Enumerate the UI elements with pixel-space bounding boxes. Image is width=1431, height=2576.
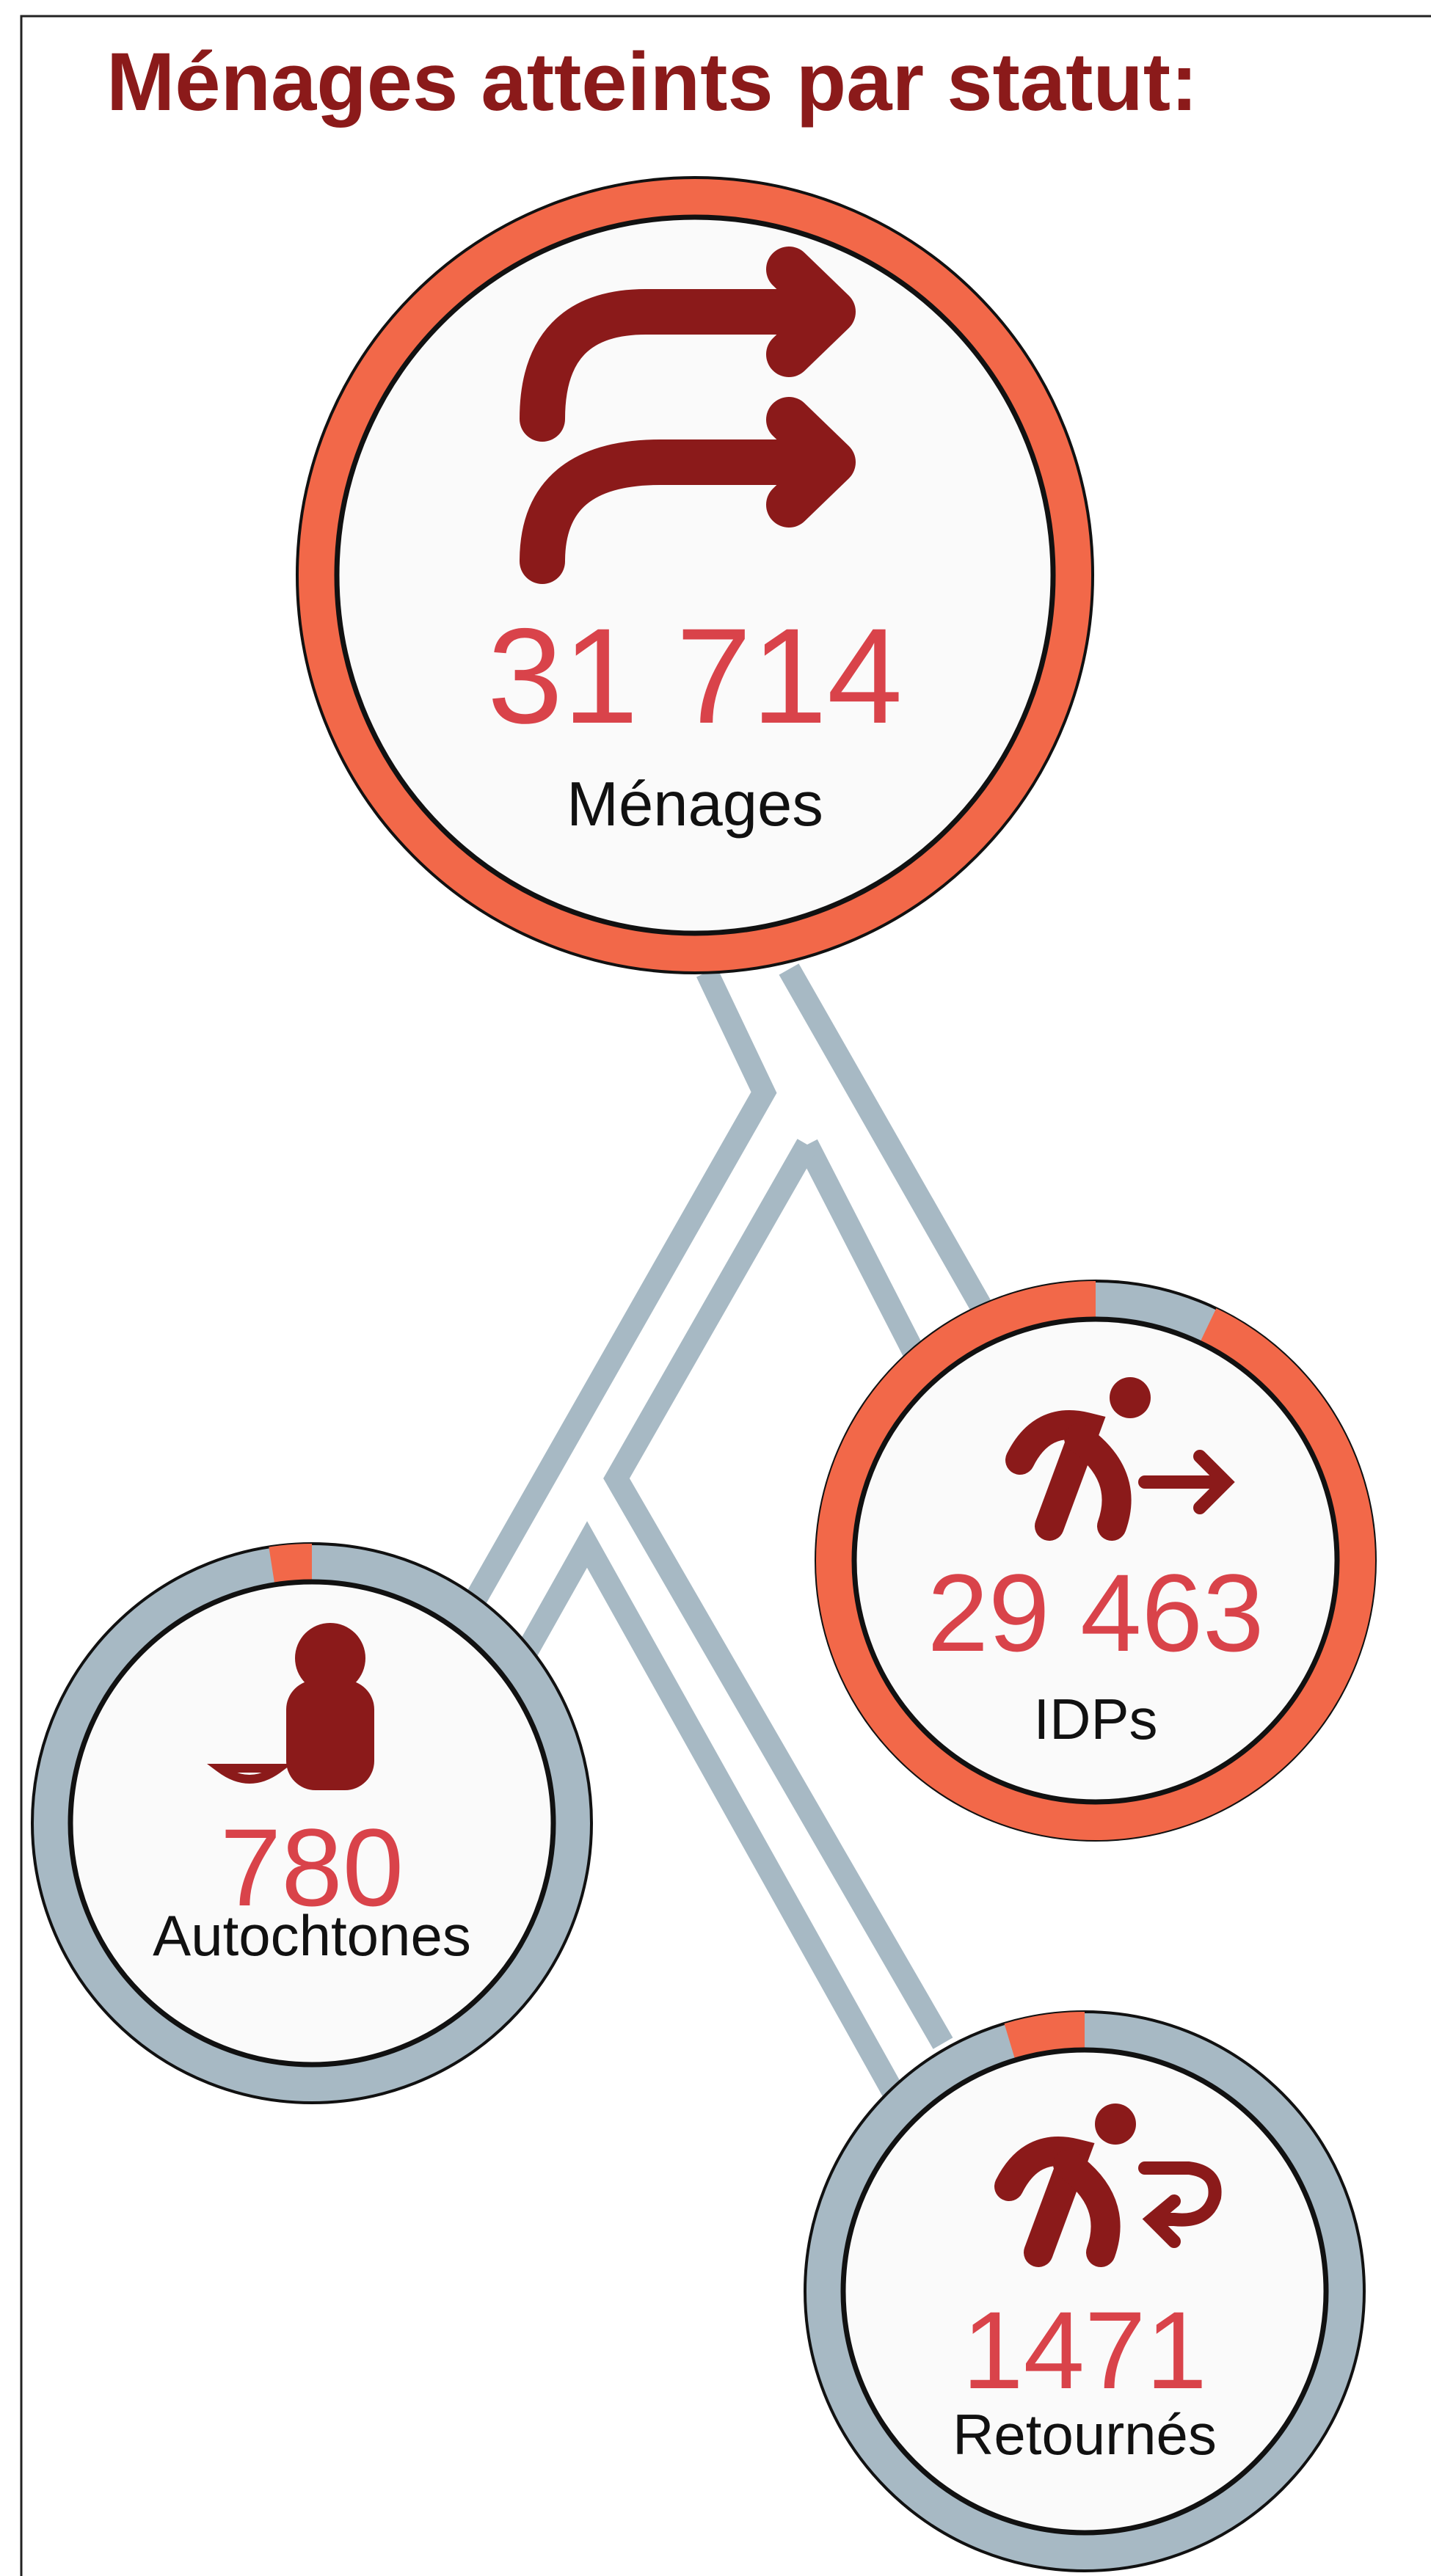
node-label: Ménages [567,770,823,839]
frame [20,15,1431,2576]
share-arc [1004,2012,1085,2060]
connectors [463,963,996,2104]
autochtones-icon [206,1623,374,1790]
node-value: 780 [220,1806,404,1929]
node-value: 1471 [962,2288,1207,2412]
connector [779,963,996,1320]
connector [463,967,777,1609]
connector [511,1521,907,2104]
title: Ménages atteints par statut: [106,36,1198,128]
node-label: Retournés [953,2402,1217,2467]
connector [797,1139,931,1371]
node-label: IDPs [1033,1687,1157,1751]
node-label: Autochtones [153,1903,471,1968]
node-inner [334,214,1056,936]
arrows-icon [520,247,856,584]
node-value: 29 463 [928,1551,1264,1674]
idp-icon [1005,1377,1235,1541]
node-value: 31 714 [487,601,903,752]
share-arc [269,1544,313,1585]
share-arc [816,1281,1375,1840]
node-inner [851,1316,1340,1805]
node-inner [68,1579,556,2068]
connector [603,1139,953,2049]
retournes-icon [994,2104,1222,2267]
